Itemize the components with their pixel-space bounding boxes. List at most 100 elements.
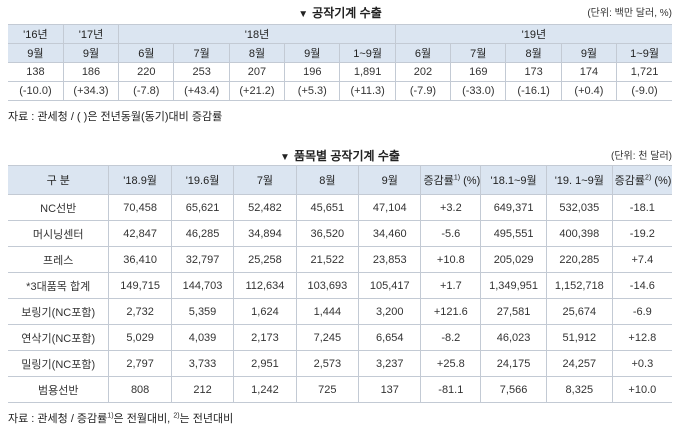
table-cell: +3.2: [420, 194, 482, 221]
table-row: 프레스 36,410 32,797 25,258 21,522 23,853 +…: [8, 246, 672, 273]
table2-source-note: 자료 : 관세청 / 증감률1)은 전월대비, 2)는 전년대비: [8, 412, 234, 425]
month-header: 1~9월: [339, 43, 396, 63]
table-cell: 3,237: [358, 350, 422, 377]
footnote-1-marker: 1): [107, 412, 114, 420]
yoy-change-row: (-10.0) (+34.3) (-7.8) (+43.4) (+21.2) (+5.3)…: [8, 81, 672, 101]
yoy-change-cell: (-10.0): [8, 81, 64, 101]
table-cell: +10.0: [611, 376, 672, 403]
table-cell: 5,029: [108, 324, 172, 351]
year-header-row: '16년 '17년 '18년 '19년: [8, 24, 672, 44]
table-row: NC선반 70,458 65,621 52,482 45,651 47,104 …: [8, 194, 672, 221]
table-cell: 42,847: [108, 220, 172, 247]
footnote-2-marker: 2): [173, 412, 180, 420]
table-cell: 23,853: [358, 246, 422, 273]
table-cell: 105,417: [358, 272, 422, 299]
table-cell: 137: [358, 376, 422, 403]
export-value-cell: 186: [62, 62, 120, 82]
table-cell: 5,359: [170, 298, 235, 325]
table-cell: 1,242: [233, 376, 297, 403]
year-header-16: '16년: [8, 24, 64, 44]
year-header-18: '18년: [118, 24, 396, 44]
item-label: 보링기(NC포함): [8, 298, 110, 325]
table-cell: 8,325: [545, 376, 613, 403]
report-page: ▼ 공작기계 수출 (단위: 백만 달러, %) '16년 '17년 '18년 '…: [8, 6, 672, 425]
table1-unit: (단위: 백만 달러, %): [587, 8, 672, 19]
item-label: 연삭기(NC포함): [8, 324, 110, 351]
export-value-cell: 196: [284, 62, 341, 82]
table-cell: 649,371: [480, 194, 547, 221]
table2-unit: (단위: 천 달러): [611, 151, 672, 162]
export-value-row: 138 186 220 253 207 196 1,891 202 169 173 174 1,721: [8, 62, 672, 82]
table-cell: 1,444: [295, 298, 360, 325]
item-export-table: 구 분 '18.9월 '19.6월 7월 8월 9월 증감률1) (%) '18…: [8, 165, 672, 403]
yoy-change-cell: (-7.8): [118, 81, 175, 101]
table2-header: ▼ 품목별 공작기계 수출 (단위: 천 달러): [8, 148, 672, 165]
table-cell: 144,703: [170, 272, 235, 299]
table-cell: 808: [108, 376, 172, 403]
table-cell: -8.2: [420, 324, 482, 351]
table-cell: 47,104: [358, 194, 422, 221]
table-cell: 46,023: [480, 324, 547, 351]
table-cell: +10.8: [420, 246, 482, 273]
yoy-change-cell: (+21.2): [228, 81, 286, 101]
footnote-2-marker: 2): [645, 174, 652, 182]
item-label: 머시닝센터: [8, 220, 110, 247]
table-cell: 1,152,718: [545, 272, 613, 299]
item-label: 프레스: [8, 246, 110, 273]
year-header-19: '19년: [394, 24, 672, 44]
table-cell: 52,482: [233, 194, 297, 221]
column-header-19-cum: '19. 1~9월: [545, 165, 613, 195]
yoy-change-cell: (+0.4): [560, 81, 618, 101]
table-cell: +7.4: [611, 246, 672, 273]
table-row: 밀링기(NC포함) 2,797 3,733 2,951 2,573 3,237 …: [8, 350, 672, 377]
export-value-cell: 1,721: [616, 62, 672, 82]
table-cell: -19.2: [611, 220, 672, 247]
export-value-cell: 173: [505, 62, 562, 82]
month-header: 1~9월: [616, 43, 672, 63]
export-value-cell: 169: [450, 62, 507, 82]
table-cell: 34,460: [358, 220, 422, 247]
table-cell: 400,398: [545, 220, 613, 247]
month-header: 6월: [394, 43, 452, 63]
table-row: 보링기(NC포함) 2,732 5,359 1,624 1,444 3,200 …: [8, 298, 672, 325]
table-cell: 46,285: [170, 220, 235, 247]
year-header-17: '17년: [62, 24, 120, 44]
table-cell: +12.8: [611, 324, 672, 351]
table-cell: 212: [170, 376, 235, 403]
footnote-1-marker: 1): [453, 174, 461, 182]
item-label: NC선반: [8, 194, 110, 221]
month-header: 6월: [118, 43, 175, 63]
table-cell: 7,245: [295, 324, 360, 351]
table-cell: 51,912: [545, 324, 613, 351]
yoy-change-cell: (-16.1): [505, 81, 562, 101]
month-header: 7월: [173, 43, 230, 63]
column-header-yoy-change: 증감률2) (%): [611, 165, 672, 195]
table-cell: 6,654: [358, 324, 422, 351]
table-cell: 25,674: [545, 298, 613, 325]
table-cell: 24,175: [480, 350, 547, 377]
month-header: 7월: [450, 43, 507, 63]
month-header-row: 9월 9월 6월 7월 8월 9월 1~9월 6월 7월 8월 9월 1~9월: [8, 43, 672, 63]
table1-title: 공작기계 수출: [312, 6, 382, 20]
table-cell: 25,258: [233, 246, 297, 273]
month-header: 8월: [228, 43, 286, 63]
export-value-cell: 174: [560, 62, 618, 82]
table-cell: 36,410: [108, 246, 172, 273]
table-cell: -5.6: [420, 220, 482, 247]
machine-tool-export-table: '16년 '17년 '18년 '19년 9월 9월 6월 7월 8월 9월 1~9월 6월 7월…: [8, 24, 672, 101]
table1-source-note: 자료 : 관세청 / ( )은 전년동월(동기)대비 증감률: [8, 111, 223, 123]
item-label: 범용선반: [8, 376, 110, 403]
column-header-19-7: 7월: [233, 165, 297, 195]
table-cell: 36,520: [295, 220, 360, 247]
table-cell: +1.7: [420, 272, 482, 299]
table2-title: 품목별 공작기계 수출: [293, 149, 400, 163]
table-cell: 65,621: [170, 194, 235, 221]
yoy-change-cell: (-9.0): [616, 81, 672, 101]
table-cell: +121.6: [420, 298, 482, 325]
table-cell: 112,634: [233, 272, 297, 299]
table-cell: 27,581: [480, 298, 547, 325]
yoy-change-cell: (-7.9): [394, 81, 452, 101]
table-cell: 2,173: [233, 324, 297, 351]
table-cell: 725: [295, 376, 360, 403]
yoy-change-cell: (+5.3): [284, 81, 341, 101]
